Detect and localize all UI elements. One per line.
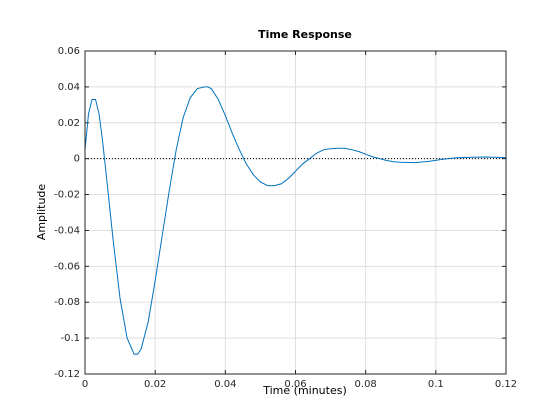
- y-tick-label: 0: [74, 154, 80, 165]
- x-tick-label: 0.04: [214, 379, 236, 390]
- y-axis-label: Amplitude: [35, 184, 48, 241]
- y-tick-label: -0.08: [54, 297, 80, 308]
- x-tick-label: 0.1: [428, 379, 444, 390]
- chart-title: Time Response: [258, 28, 352, 41]
- x-tick-label: 0.02: [144, 379, 166, 390]
- y-tick-label: -0.02: [54, 190, 80, 201]
- y-tick-label: -0.04: [54, 225, 80, 236]
- axes-box: [84, 50, 507, 375]
- x-tick-label: 0.12: [495, 379, 517, 390]
- y-tick-label: 0.02: [58, 118, 80, 129]
- x-axis-label: Time (minutes): [262, 384, 347, 397]
- series-line: [84, 86, 507, 355]
- y-tick-label: 0.06: [58, 46, 80, 57]
- y-tick-label: -0.1: [60, 333, 80, 344]
- x-tick-label: 0.06: [284, 379, 306, 390]
- x-tick-label: 0.08: [355, 379, 377, 390]
- y-tick-label: -0.06: [54, 261, 80, 272]
- y-tick-label: 0.04: [58, 82, 80, 93]
- x-tick-label: 0: [82, 379, 88, 390]
- y-tick-label: -0.12: [54, 369, 80, 380]
